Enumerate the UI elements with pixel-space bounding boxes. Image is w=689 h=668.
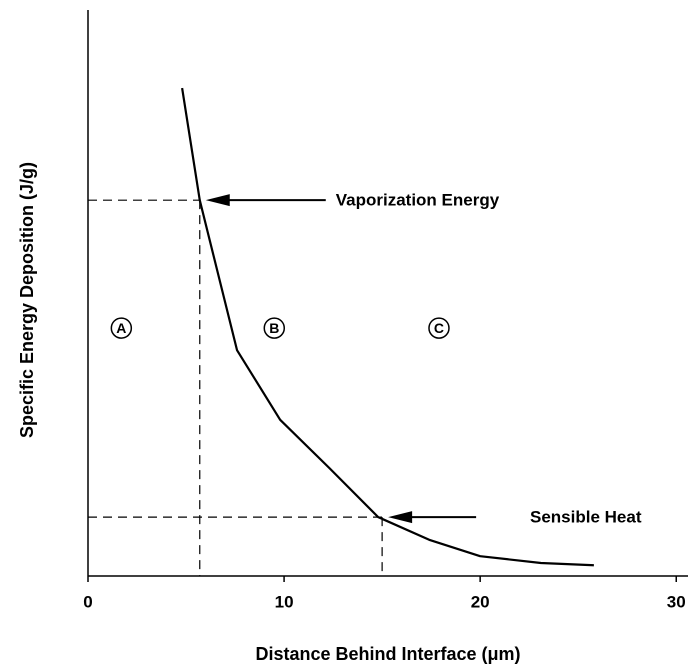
region-circle: [110, 317, 133, 339]
x-tick-label: 30: [667, 592, 686, 611]
x-tick-label: 20: [471, 592, 490, 611]
arrow-head: [205, 194, 230, 207]
x-axis-title: Distance Behind Interface (μm): [255, 644, 520, 664]
annotation-label: Sensible Heat: [530, 508, 642, 527]
region-label: A: [116, 320, 126, 336]
x-tick-label: 0: [83, 592, 92, 611]
arrow-head: [388, 511, 413, 524]
x-tick-label: 10: [275, 592, 294, 611]
region-label: C: [434, 320, 444, 336]
annotation-label: Vaporization Energy: [336, 191, 500, 210]
region-circle: [263, 317, 286, 339]
curve: [181, 87, 594, 567]
region-label: B: [269, 320, 279, 336]
y-axis-title: Specific Energy Deposition (J/g): [17, 162, 37, 438]
region-circle: [428, 317, 450, 339]
